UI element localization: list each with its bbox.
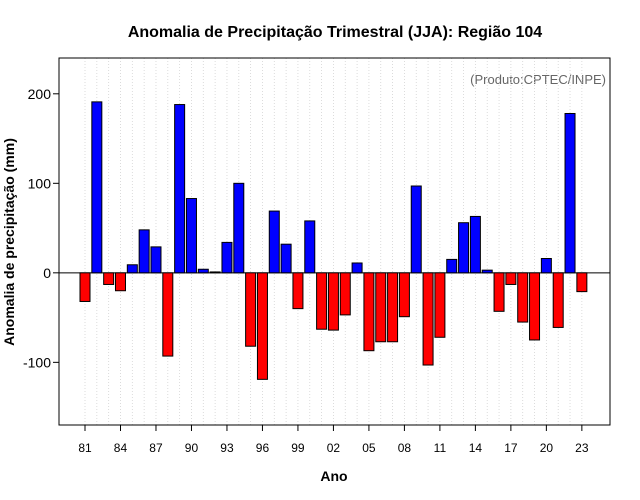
x-tick-label-14: 14 [469, 441, 483, 455]
bar-1998 [280, 243, 292, 274]
bar-1984 [114, 272, 126, 292]
bar-1991 [197, 268, 209, 274]
grid-lines [84, 58, 583, 425]
x-tick-label-08: 08 [398, 441, 412, 455]
x-tick-label-99: 99 [291, 441, 305, 455]
bar-2014 [469, 215, 481, 274]
bar-1983 [103, 272, 115, 285]
bar-2013 [458, 222, 470, 274]
y-axis: -100 0 100 200 [23, 86, 59, 370]
x-tick-label-11: 11 [434, 441, 447, 455]
bar-2017 [505, 272, 517, 285]
bar-2008 [398, 272, 410, 318]
bar-2005 [363, 272, 375, 352]
bar-2010 [422, 272, 434, 366]
x-tick-label-96: 96 [256, 441, 270, 455]
x-tick-label-20: 20 [540, 441, 554, 455]
y-tick-label-0: 0 [43, 265, 51, 281]
x-tick-label-90: 90 [185, 441, 199, 455]
bar-1987 [150, 246, 162, 274]
plot-frame [58, 57, 611, 426]
bar-1989 [174, 104, 186, 274]
bar-2021 [552, 272, 564, 328]
x-tick-label-87: 87 [149, 441, 163, 455]
y-tick-label-100: 100 [28, 175, 52, 191]
bar-2003 [339, 272, 351, 316]
bar-2018 [517, 272, 529, 323]
bar-1993 [221, 241, 233, 274]
bar-1992 [209, 271, 221, 274]
x-tick-label-05: 05 [362, 441, 376, 455]
y-axis-label: Anomalia de precipitação (mm) [1, 138, 17, 346]
bar-2007 [387, 272, 399, 343]
bar-2019 [529, 272, 541, 341]
bar-2020 [540, 258, 552, 274]
bar-2012 [446, 258, 458, 274]
bars [79, 101, 588, 380]
bar-2009 [410, 185, 422, 274]
bar-1996 [256, 272, 268, 380]
bar-2002 [327, 272, 339, 331]
bar-2001 [316, 272, 328, 330]
bar-1990 [185, 198, 197, 274]
bar-2006 [375, 272, 387, 343]
bar-2022 [564, 112, 576, 274]
x-axis-label: Ano [320, 468, 347, 484]
bar-2011 [434, 272, 446, 338]
bar-1994 [233, 182, 245, 274]
bar-1985 [126, 264, 138, 274]
bar-1986 [138, 229, 150, 274]
bar-1988 [162, 272, 174, 357]
x-tick-label-93: 93 [220, 441, 234, 455]
x-tick-label-84: 84 [114, 441, 128, 455]
bar-2016 [493, 272, 505, 312]
x-tick-label-17: 17 [504, 441, 518, 455]
bar-1982 [91, 101, 103, 274]
x-tick-label-81: 81 [78, 441, 92, 455]
x-tick-label-02: 02 [327, 441, 341, 455]
bar-1999 [292, 272, 304, 310]
bar-2023 [576, 272, 588, 293]
y-tick-label--100: -100 [23, 354, 51, 370]
bar-2000 [304, 220, 316, 274]
bar-2015 [481, 269, 493, 274]
bar-1981 [79, 272, 91, 302]
chart-title: Anomalia de Precipitação Trimestral (JJA… [128, 24, 542, 41]
x-axis: 81 84 87 90 93 96 99 02 05 08 11 14 17 20 23 [78, 425, 589, 455]
bar-1995 [245, 272, 257, 347]
chart-credit: (Produto:CPTEC/INPE) [470, 72, 606, 87]
y-tick-label-200: 200 [28, 86, 52, 102]
x-tick-label-23: 23 [575, 441, 589, 455]
bar-2004 [351, 262, 363, 274]
bar-1997 [268, 210, 280, 274]
